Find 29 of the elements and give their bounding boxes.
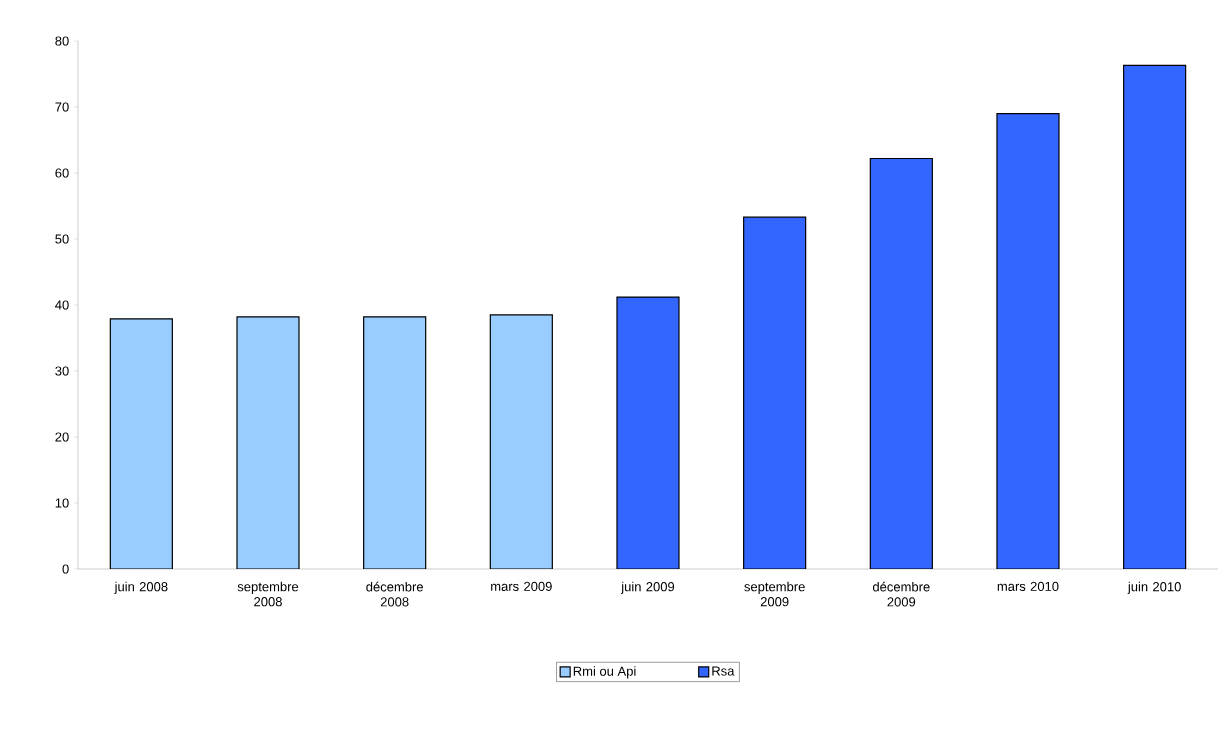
y-tick-label: 0 [62,564,69,574]
x-tick-label: juin 2008 [114,581,168,594]
bar [236,316,300,569]
y-tick-label: 80 [55,36,69,46]
legend-label: Rmi ou Api [573,666,636,679]
x-tick-label: décembre 2008 [366,581,423,607]
bar [109,318,173,569]
x-tick-label: mars 2009 [491,581,552,591]
bar [869,157,933,569]
x-tick-label: septembre 2008 [237,581,299,607]
y-tick-label: 40 [55,300,69,310]
legend-label: Rsa [712,666,735,676]
x-tick-label: septembre 2009 [744,581,805,607]
y-tick-label: 70 [55,102,69,112]
bar [1123,64,1187,569]
bar [363,316,427,569]
bar [996,113,1060,569]
y-tick-label: 10 [55,498,69,508]
y-tick-label: 50 [55,234,69,244]
x-tick-label: juin 2009 [620,581,675,594]
bar [616,296,680,569]
y-tick-label: 60 [55,168,69,178]
bar [743,216,807,569]
bar [489,314,553,569]
x-tick-label: mars 2010 [997,581,1059,591]
x-tick-label: juin 2010 [1127,581,1181,594]
x-tick-label: décembre 2009 [872,581,930,607]
y-tick-label: 30 [55,366,69,376]
y-tick-label: 20 [55,432,69,442]
